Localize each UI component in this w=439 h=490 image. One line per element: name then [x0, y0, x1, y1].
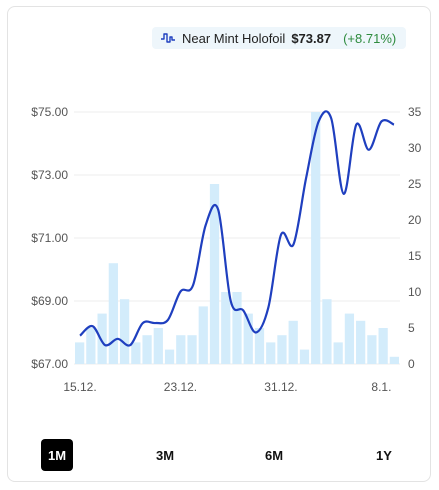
- condition-label: Near Mint Holofoil: [182, 30, 286, 46]
- x-tick-label: 31.12.: [264, 380, 297, 394]
- y-right-tick-label: 30: [408, 141, 422, 155]
- volume-bar: [322, 299, 332, 364]
- y-right-tick-label: 15: [408, 249, 422, 263]
- volume-bar: [356, 320, 366, 364]
- y-right-tick-label: 35: [408, 105, 422, 119]
- volume-bar: [344, 313, 355, 364]
- tab-1y[interactable]: 1Y: [376, 447, 392, 463]
- tab-6m[interactable]: 6M: [264, 447, 284, 463]
- time-range-tabs: 1M 3M 6M 1Y: [41, 439, 408, 471]
- volume-bar: [119, 299, 130, 364]
- volume-bar: [221, 292, 231, 364]
- y-right-tick-label: 10: [408, 285, 422, 299]
- y-left-tick-label: $73.00: [31, 168, 68, 182]
- volume-bar: [389, 356, 399, 364]
- volume-bar: [254, 328, 265, 364]
- x-tick-label: 23.12.: [164, 380, 197, 394]
- volume-bar: [75, 342, 85, 364]
- volume-bar: [142, 335, 152, 364]
- y-left-tick-label: $69.00: [31, 294, 68, 308]
- y-left-tick-label: $67.00: [31, 357, 68, 371]
- price-history-card: Near Mint Holofoil $73.87 (+8.71%) $67.0…: [7, 6, 431, 482]
- volume-bar: [131, 342, 141, 364]
- condition-price-badge: Near Mint Holofoil $73.87 (+8.71%): [152, 27, 407, 49]
- volume-bar: [243, 313, 253, 364]
- volume-bar: [153, 328, 163, 364]
- tab-1m[interactable]: 1M: [41, 439, 73, 471]
- tab-3m[interactable]: 3M: [155, 447, 175, 463]
- volume-bar: [299, 349, 310, 364]
- y-right-tick-label: 20: [408, 213, 422, 227]
- y-right-tick-label: 0: [408, 357, 415, 371]
- y-right-tick-label: 5: [408, 321, 415, 335]
- volume-bar: [333, 342, 343, 364]
- y-left-tick-label: $75.00: [31, 105, 68, 119]
- x-tick-label: 8.1.: [371, 380, 391, 394]
- volume-bar: [266, 342, 276, 364]
- volume-bar: [288, 320, 298, 364]
- volume-bar: [277, 335, 287, 364]
- volume-bar: [97, 313, 107, 364]
- volume-bar: [176, 335, 186, 364]
- volume-bar: [378, 328, 388, 364]
- price-line: [79, 110, 395, 347]
- volume-bar: [86, 328, 96, 364]
- y-left-tick-label: $71.00: [31, 231, 68, 245]
- current-price: $73.87: [291, 30, 332, 46]
- x-tick-label: 15.12.: [63, 380, 96, 394]
- price-change: (+8.71%): [343, 30, 397, 46]
- volume-bar: [108, 263, 118, 364]
- volume-bar: [187, 335, 197, 364]
- price-chart-icon: [161, 33, 175, 43]
- volume-bar: [311, 112, 321, 364]
- volume-bar: [232, 292, 242, 364]
- volume-bar: [198, 306, 208, 364]
- price-volume-chart: $67.00 $69.00 $71.00 $73.00 $75.00 0 5 10 15 20 25…: [31, 105, 422, 394]
- volume-bar: [209, 184, 220, 364]
- volume-bar: [367, 335, 377, 364]
- volume-bar: [164, 349, 175, 364]
- y-right-tick-label: 25: [408, 177, 422, 191]
